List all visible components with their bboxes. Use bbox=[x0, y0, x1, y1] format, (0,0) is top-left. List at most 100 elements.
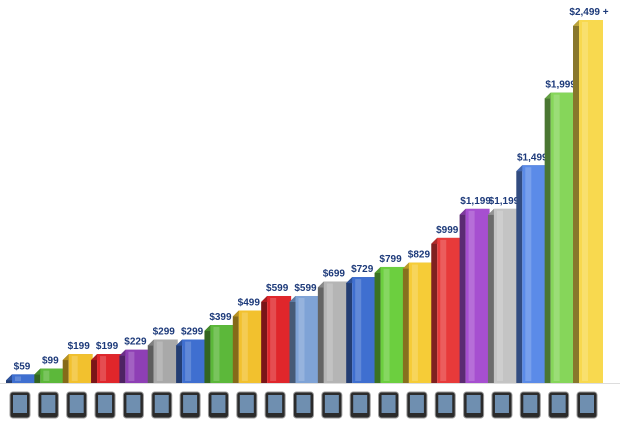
value-label: $799 bbox=[379, 254, 402, 265]
bar-shine bbox=[326, 283, 333, 381]
bar-side bbox=[232, 310, 239, 383]
bar-shine bbox=[241, 312, 248, 381]
bar-side bbox=[119, 349, 126, 383]
bar-side bbox=[176, 339, 183, 383]
bar-side bbox=[62, 354, 69, 383]
bar-shine bbox=[496, 210, 503, 381]
value-label: $2,499 + bbox=[569, 7, 608, 18]
bar-shine bbox=[298, 297, 305, 381]
bar-side bbox=[544, 92, 551, 383]
bar bbox=[522, 165, 547, 383]
bar bbox=[295, 295, 320, 383]
bar-shine bbox=[383, 268, 390, 381]
product-icon-screen bbox=[551, 395, 566, 413]
bar-shine bbox=[15, 376, 21, 381]
bar-shine bbox=[185, 341, 192, 381]
bar bbox=[352, 277, 377, 383]
value-label: $199 bbox=[96, 341, 119, 352]
bar-side bbox=[289, 295, 296, 383]
bar bbox=[125, 349, 150, 383]
bar-side bbox=[487, 208, 494, 383]
value-label: $599 bbox=[294, 283, 317, 294]
bar-side bbox=[317, 281, 324, 383]
bar bbox=[12, 374, 36, 383]
product-icon-screen bbox=[183, 395, 198, 413]
bar-side bbox=[402, 262, 409, 383]
bar bbox=[380, 266, 405, 383]
bar bbox=[182, 339, 207, 383]
product-icon-screen bbox=[98, 395, 113, 413]
bar bbox=[40, 368, 65, 383]
bar-side bbox=[516, 165, 523, 383]
bar bbox=[68, 354, 93, 383]
bar-shine bbox=[411, 264, 418, 381]
product-icon-screen bbox=[580, 395, 594, 413]
value-label: $729 bbox=[351, 264, 374, 275]
bar-shine bbox=[582, 22, 588, 381]
value-label: $1,199 bbox=[489, 196, 520, 207]
bar-shine bbox=[468, 210, 475, 381]
bar-shine bbox=[355, 279, 362, 381]
bar bbox=[437, 237, 462, 383]
bar-shine bbox=[553, 94, 560, 381]
bar-shine bbox=[270, 297, 277, 381]
value-label: $999 bbox=[436, 225, 459, 236]
bar-shine bbox=[100, 356, 107, 381]
bar-shine bbox=[71, 356, 78, 381]
bar bbox=[238, 310, 263, 383]
bar-side bbox=[374, 266, 381, 383]
value-label: $299 bbox=[181, 327, 204, 338]
bar-side bbox=[459, 208, 466, 383]
bar-side bbox=[147, 339, 154, 383]
value-label: $1,199 bbox=[460, 196, 491, 207]
product-icon-screen bbox=[523, 395, 538, 413]
value-label: $59 bbox=[14, 361, 31, 372]
product-icon-screen bbox=[381, 395, 396, 413]
bar-side bbox=[346, 277, 353, 383]
bar-side bbox=[573, 20, 579, 383]
value-label: $229 bbox=[124, 337, 147, 348]
value-label: $1,499 bbox=[517, 152, 548, 163]
product-icon-screen bbox=[409, 395, 424, 413]
product-icon-screen bbox=[438, 395, 453, 413]
product-icon-screen bbox=[69, 395, 84, 413]
bar bbox=[210, 325, 235, 383]
bar-shine bbox=[156, 341, 163, 381]
bar bbox=[550, 92, 575, 383]
bar-side bbox=[91, 354, 98, 383]
value-label: $599 bbox=[266, 283, 289, 294]
product-icon-screen bbox=[41, 395, 56, 413]
bar-shine bbox=[128, 351, 135, 381]
bar bbox=[408, 262, 433, 383]
product-icon-screen bbox=[296, 395, 311, 413]
product-icon-screen bbox=[154, 395, 169, 413]
bar bbox=[493, 208, 518, 383]
bar-shine bbox=[213, 327, 220, 381]
product-icon-screen bbox=[13, 395, 27, 413]
bar-shine bbox=[440, 239, 447, 381]
bar bbox=[153, 339, 178, 383]
value-label: $829 bbox=[408, 250, 431, 261]
product-icon-screen bbox=[324, 395, 339, 413]
value-label: $299 bbox=[153, 327, 176, 338]
product-icon-screen bbox=[494, 395, 509, 413]
bar bbox=[579, 20, 603, 383]
bar-shine bbox=[43, 370, 50, 381]
bar bbox=[323, 281, 348, 383]
value-label: $1,999 bbox=[545, 80, 576, 91]
product-icon-screen bbox=[268, 395, 283, 413]
bar-side bbox=[431, 237, 438, 383]
bar bbox=[267, 295, 292, 383]
bar-shine bbox=[525, 167, 532, 381]
value-label: $99 bbox=[42, 356, 59, 367]
bar bbox=[465, 208, 490, 383]
value-label: $199 bbox=[68, 341, 91, 352]
bar-side bbox=[204, 325, 211, 383]
bar bbox=[97, 354, 122, 383]
product-icon-screen bbox=[126, 395, 141, 413]
product-icon-screen bbox=[466, 395, 481, 413]
bar-side bbox=[261, 295, 268, 383]
product-icon-screen bbox=[211, 395, 226, 413]
value-label: $399 bbox=[209, 312, 232, 323]
